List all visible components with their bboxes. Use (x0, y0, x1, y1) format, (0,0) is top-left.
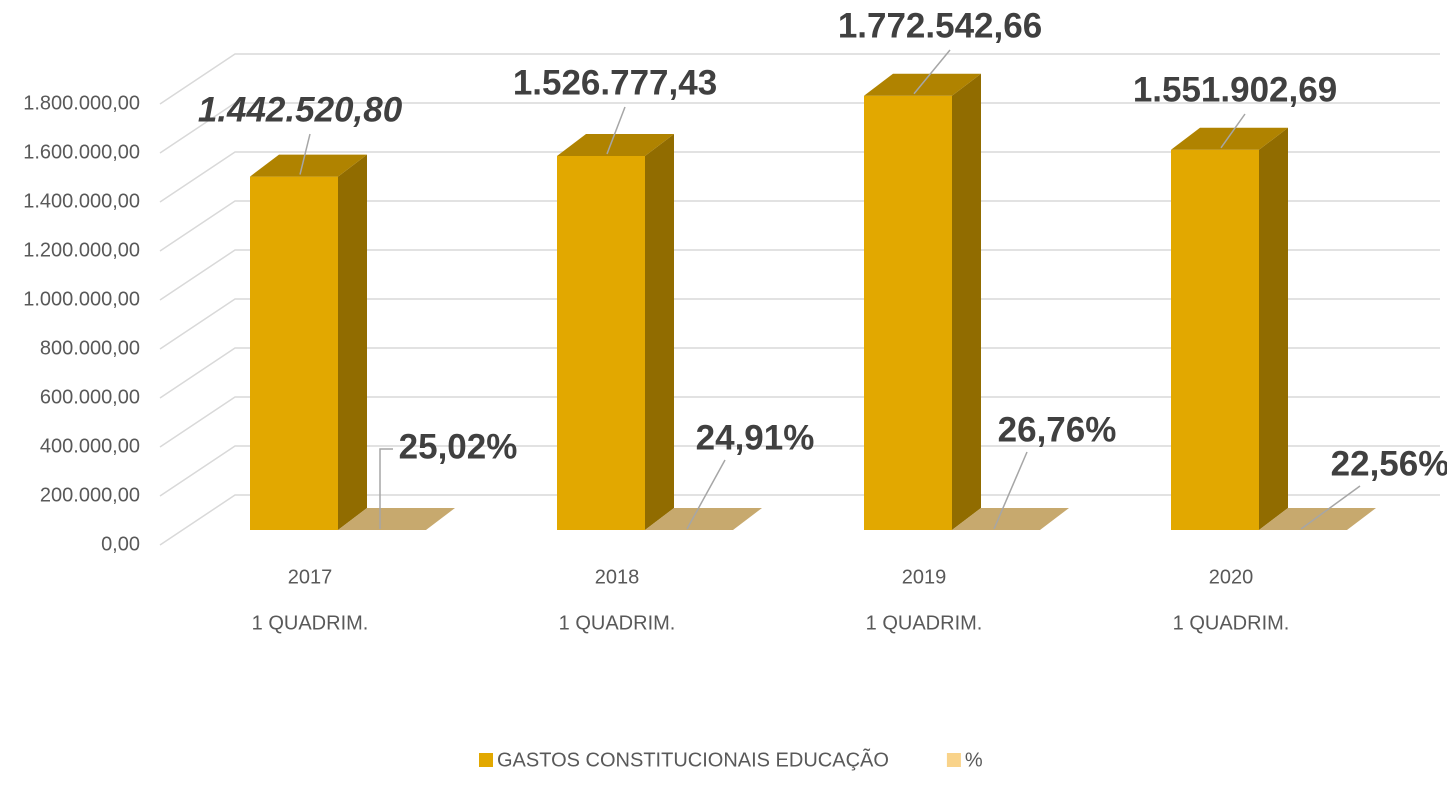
bar-top (557, 133, 674, 156)
bar-top (864, 73, 981, 96)
bar-side (338, 154, 367, 530)
leader-line (913, 49, 951, 95)
grid-line (159, 396, 1440, 448)
y-tick-label: 0,00 (101, 533, 140, 555)
bar-side (1040, 507, 1069, 530)
data-label: 1.442.520,80 (198, 90, 403, 129)
grid-line (159, 102, 1440, 154)
bar-front (864, 95, 952, 530)
data-label: 1.772.542,66 (838, 6, 1042, 45)
legend-swatch (479, 753, 493, 767)
data-label: 22,56% (1331, 444, 1447, 483)
x-group-label: 1 QUADRIM. (1173, 612, 1290, 634)
bar-side (733, 507, 762, 530)
leader-line (299, 133, 311, 175)
x-group-label: 1 QUADRIM. (559, 612, 676, 634)
x-tick-label: 2019 (902, 566, 947, 588)
x-tick-label: 2020 (1209, 566, 1254, 588)
bar-top (250, 154, 367, 177)
leader-line (1300, 485, 1361, 530)
grid-line (159, 347, 1440, 399)
leader-line (606, 106, 626, 155)
data-label: 26,76% (998, 410, 1117, 449)
x-tick-label: 2017 (288, 566, 333, 588)
grid-line (159, 53, 1440, 105)
bar-front (1171, 149, 1259, 530)
y-tick-label: 1.400.000,00 (23, 190, 140, 212)
bar-side (1259, 127, 1288, 530)
bar-front (250, 176, 338, 530)
data-label: 25,02% (399, 427, 518, 466)
y-tick-label: 600.000,00 (40, 386, 140, 408)
grid-line (159, 151, 1440, 203)
bar-top (1171, 127, 1288, 150)
bar-top (645, 507, 762, 530)
y-tick-label: 1.200.000,00 (23, 239, 140, 261)
y-tick-label: 200.000,00 (40, 484, 140, 506)
bar-side (426, 507, 455, 530)
x-group-label: 1 QUADRIM. (866, 612, 983, 634)
bar-top (1259, 507, 1376, 530)
legend-swatch (946, 753, 961, 767)
data-label: 1.551.902,69 (1133, 70, 1337, 109)
grid-line (159, 249, 1440, 301)
leader-line (993, 451, 1028, 530)
data-label: 1.526.777,43 (513, 63, 717, 102)
data-label: 24,91% (696, 418, 815, 457)
leader-line (686, 459, 726, 530)
legend-label: GASTOS CONSTITUCIONAIS EDUCAÇÃO (497, 747, 889, 771)
bar-side (1347, 507, 1376, 530)
bar-side (952, 73, 981, 530)
x-group-label: 1 QUADRIM. (252, 612, 369, 634)
grid-line (159, 298, 1440, 350)
grid-line (159, 445, 1440, 497)
x-tick-label: 2018 (595, 566, 640, 588)
y-tick-label: 800.000,00 (40, 337, 140, 359)
bar-top (338, 507, 455, 530)
legend-label: % (965, 749, 983, 771)
leader-line (1220, 113, 1246, 149)
bar-side (645, 133, 674, 531)
y-tick-label: 400.000,00 (40, 435, 140, 457)
y-tick-label: 1.600.000,00 (23, 141, 140, 163)
bar-top (952, 507, 1069, 530)
leader-line (379, 448, 393, 529)
y-tick-label: 1.000.000,00 (23, 288, 140, 310)
y-tick-label: 1.800.000,00 (23, 92, 140, 114)
grid-line (159, 494, 1440, 546)
bar-front (557, 155, 645, 531)
grid-line (159, 200, 1440, 252)
